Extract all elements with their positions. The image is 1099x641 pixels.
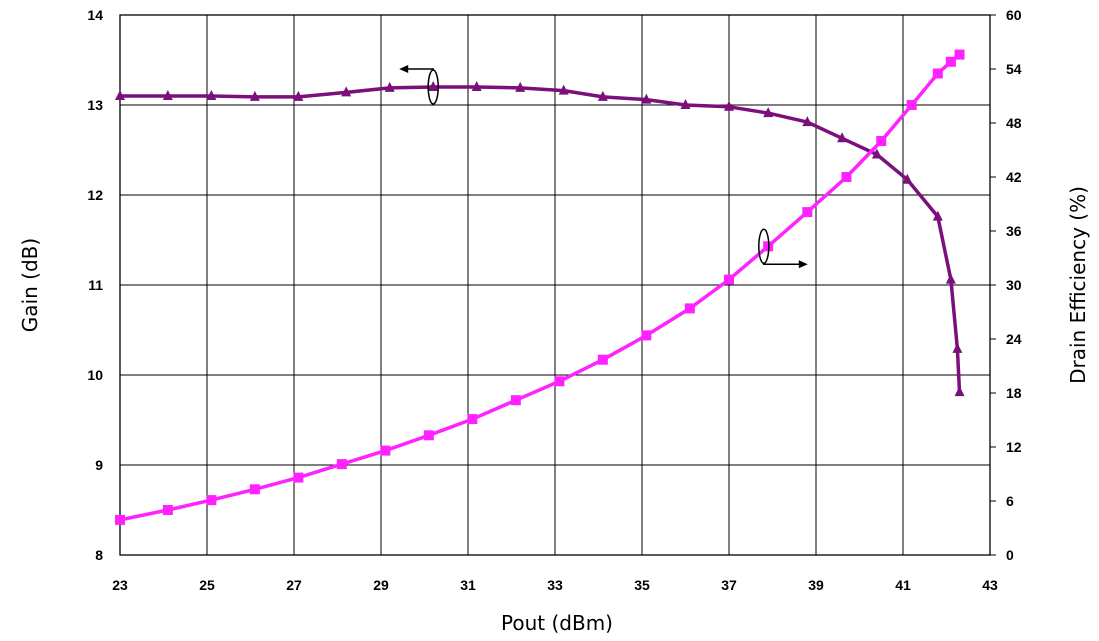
- annotation-arrowhead: [798, 260, 808, 269]
- gain-point: [597, 90, 608, 101]
- efficiency-point: [336, 459, 347, 470]
- gain-point: [515, 81, 526, 92]
- efficiency-point: [802, 207, 813, 218]
- y-right-tick-label: 0: [1006, 547, 1014, 563]
- efficiency-point: [954, 49, 965, 60]
- y-left-tick-label: 14: [87, 7, 103, 23]
- x-tick-label: 33: [547, 577, 563, 593]
- efficiency-point: [249, 484, 260, 495]
- efficiency-axis-arrow: [758, 228, 808, 269]
- x-tick-label: 23: [112, 577, 128, 593]
- annotations: [399, 65, 808, 269]
- efficiency-point: [945, 56, 956, 67]
- y-right-tick-label: 18: [1006, 385, 1022, 401]
- gain-point: [384, 81, 395, 92]
- gain-point: [641, 93, 652, 104]
- gain-point: [341, 86, 352, 97]
- x-tick-label: 29: [373, 577, 389, 593]
- gain-point: [471, 81, 482, 91]
- y-left-tick-label: 8: [95, 547, 103, 563]
- x-tick-label: 25: [199, 577, 215, 593]
- y-left-axis-ticks: 8 9 10 11 12 13 14: [87, 7, 103, 563]
- efficiency-point: [597, 354, 608, 365]
- gain-point: [293, 90, 304, 101]
- x-tick-label: 27: [286, 577, 302, 593]
- annotation-arrow-line: [763, 263, 800, 266]
- gain-point: [724, 100, 734, 111]
- gain-point: [763, 107, 774, 118]
- efficiency-point: [206, 495, 217, 506]
- efficiency-point: [293, 472, 304, 483]
- x-tick-label: 37: [721, 577, 737, 593]
- efficiency-point: [115, 514, 125, 525]
- y-left-axis-label: Gain (dB): [18, 238, 42, 332]
- efficiency-point: [906, 100, 917, 110]
- efficiency-point: [641, 330, 652, 341]
- efficiency-point: [932, 68, 943, 79]
- x-tick-label: 35: [634, 577, 650, 593]
- gain-point: [902, 173, 913, 184]
- gain-series-line: [120, 85, 962, 393]
- series-layer: [115, 49, 965, 525]
- y-left-tick-label: 10: [87, 367, 103, 383]
- y-left-tick-label: 12: [87, 187, 103, 203]
- y-left-tick-label: 9: [95, 457, 103, 473]
- gain-point: [115, 90, 125, 100]
- efficiency-point: [684, 303, 695, 314]
- x-axis-label: Pout (dBm): [501, 611, 613, 635]
- y-right-axis-label: Drain Efficiency (%): [1066, 186, 1090, 384]
- gain-point: [428, 81, 439, 91]
- y-right-tick-label: 24: [1006, 331, 1022, 347]
- gain-point: [932, 210, 943, 221]
- y-right-tick-label: 48: [1006, 115, 1022, 131]
- x-tick-label: 31: [460, 577, 476, 593]
- efficiency-point: [510, 395, 521, 406]
- efficiency-point: [380, 445, 391, 456]
- efficiency-point: [724, 274, 734, 285]
- efficiency-point: [467, 414, 478, 425]
- gain-point: [871, 148, 882, 159]
- efficiency-point: [841, 172, 852, 182]
- y-right-tick-label: 30: [1006, 277, 1022, 293]
- y-right-tick-label: 12: [1006, 439, 1022, 455]
- gain-point: [558, 84, 569, 95]
- y-left-tick-label: 11: [88, 277, 103, 293]
- gain-point: [952, 342, 963, 353]
- gain-point: [249, 90, 260, 101]
- y-right-tick-label: 36: [1006, 223, 1022, 239]
- annotation-arrow-line: [407, 68, 434, 70]
- x-tick-label: 41: [895, 577, 911, 593]
- x-tick-label: 43: [982, 577, 998, 593]
- efficiency-point: [423, 430, 434, 441]
- gain-point: [206, 90, 217, 100]
- annotation-arrowhead: [399, 65, 409, 73]
- gain-point: [837, 132, 848, 143]
- y-left-tick-label: 13: [87, 97, 103, 113]
- efficiency-point: [162, 505, 173, 515]
- y-right-axis-ticks: 0 6 12 18 24 30 36 42 48 54 60: [990, 7, 1022, 563]
- gain-point: [680, 99, 691, 109]
- gain-point: [162, 90, 173, 100]
- gain-point: [954, 386, 965, 397]
- gain-axis-arrow: [399, 65, 439, 105]
- y-right-tick-label: 6: [1006, 493, 1014, 509]
- gain-point: [945, 273, 956, 284]
- x-tick-label: 39: [808, 577, 824, 593]
- x-axis-ticks: 23 25 27 29 31 33 35 37 39 41 43: [112, 577, 998, 593]
- gain-point: [802, 116, 813, 127]
- y-right-tick-label: 54: [1006, 61, 1022, 77]
- efficiency-point: [876, 136, 887, 146]
- efficiency-point: [554, 376, 565, 387]
- y-right-tick-label: 42: [1006, 169, 1022, 185]
- y-right-tick-label: 60: [1006, 7, 1022, 23]
- efficiency-series-line: [119, 53, 961, 522]
